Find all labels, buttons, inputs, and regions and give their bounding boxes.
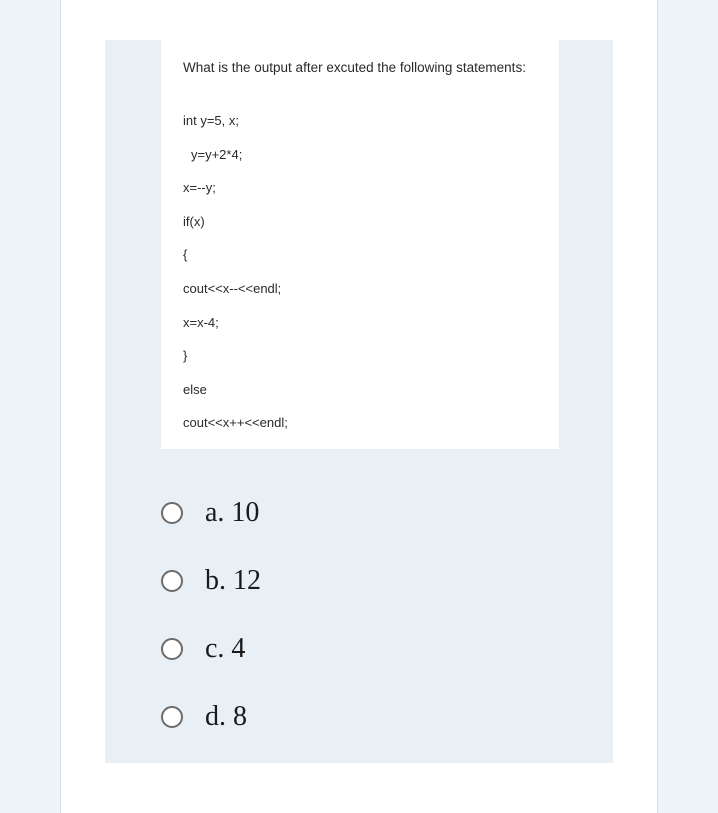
question-card: What is the output after excuted the fol… [105, 40, 613, 763]
option-b[interactable]: b. 12 [161, 565, 613, 597]
radio-icon [161, 502, 183, 524]
options-group: a. 10 b. 12 c. 4 d. 8 [105, 497, 613, 733]
code-line: int y=5, x; [183, 113, 537, 129]
code-line: { [183, 247, 537, 263]
option-label: a. 10 [205, 497, 259, 529]
code-line: if(x) [183, 214, 537, 230]
option-a[interactable]: a. 10 [161, 497, 613, 529]
radio-icon [161, 638, 183, 660]
code-block: What is the output after excuted the fol… [161, 40, 559, 449]
option-label: b. 12 [205, 565, 261, 597]
code-line: else [183, 382, 537, 398]
code-line: x=--y; [183, 180, 537, 196]
option-label: c. 4 [205, 633, 245, 665]
question-title: What is the output after excuted the fol… [183, 60, 537, 75]
code-line: cout<<x--<<endl; [183, 281, 537, 297]
option-d[interactable]: d. 8 [161, 701, 613, 733]
code-line: } [183, 348, 537, 364]
option-c[interactable]: c. 4 [161, 633, 613, 665]
option-label: d. 8 [205, 701, 247, 733]
radio-icon [161, 570, 183, 592]
radio-icon [161, 706, 183, 728]
code-line: x=x-4; [183, 315, 537, 331]
code-line: y=y+2*4; [183, 147, 537, 163]
code-line: cout<<x++<<endl; [183, 415, 537, 431]
page-container: What is the output after excuted the fol… [60, 0, 658, 813]
